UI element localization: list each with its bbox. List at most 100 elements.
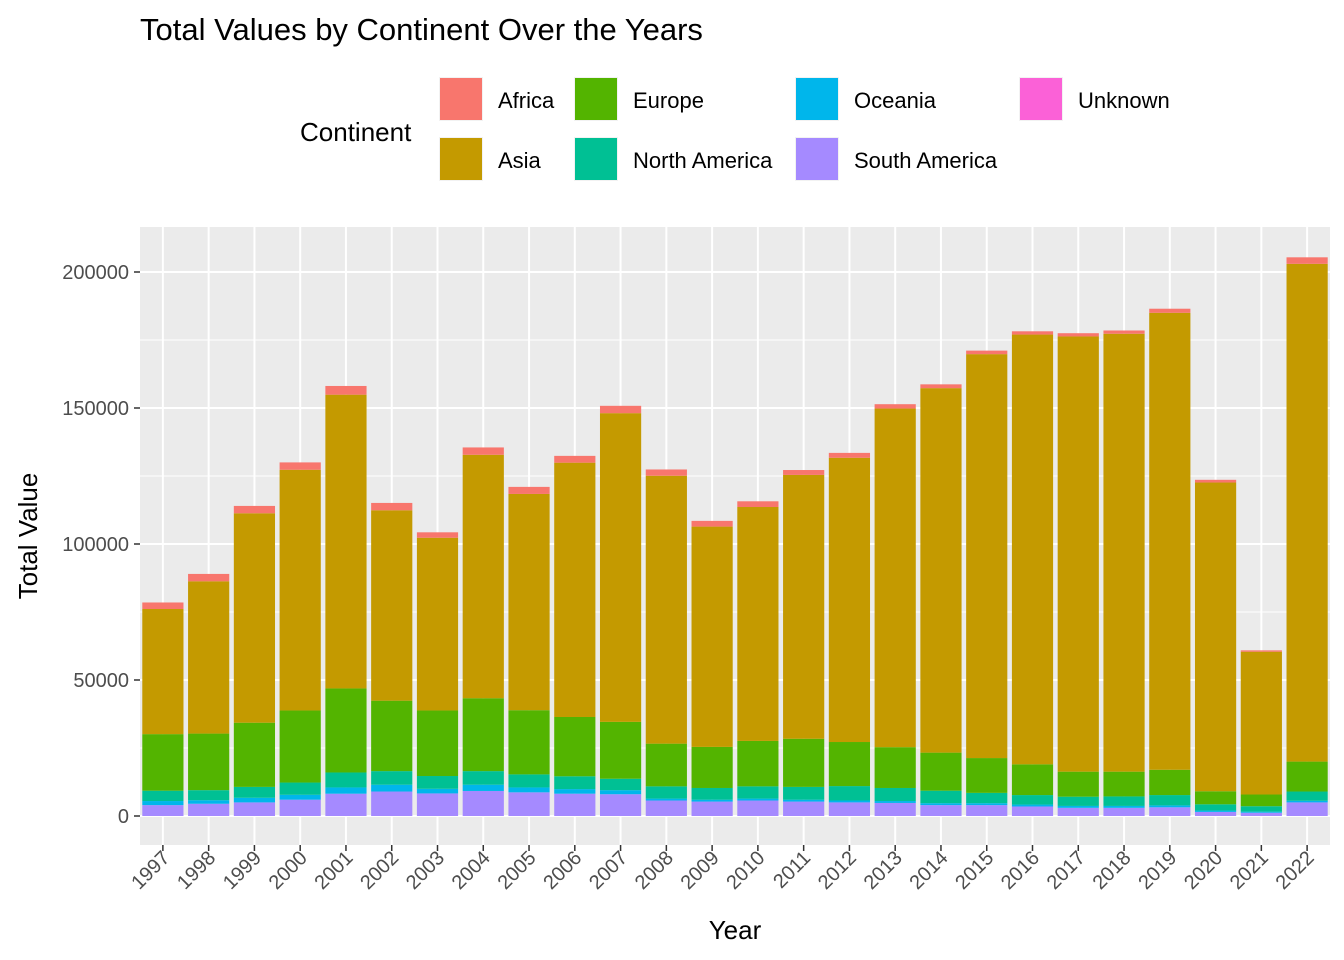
bar-oceania-2015 — [966, 803, 1008, 806]
bar-south-america-1997 — [142, 805, 184, 816]
bar-oceania-2000 — [279, 794, 321, 800]
bar-africa-2018 — [1103, 330, 1145, 334]
bar-oceania-2001 — [325, 787, 367, 794]
legend-label: North America — [633, 148, 773, 173]
bar-south-america-2000 — [279, 799, 321, 816]
bar-oceania-2017 — [1057, 805, 1099, 808]
bar-north-america-1999 — [233, 786, 276, 798]
bar-south-america-2014 — [920, 805, 962, 816]
x-tick-label: 1997 — [127, 847, 174, 894]
x-tick-label: 2019 — [1134, 847, 1181, 894]
bar-asia-2004 — [462, 454, 504, 699]
bar-oceania-2013 — [874, 801, 916, 803]
x-tick-label: 2013 — [860, 847, 907, 894]
bar-south-america-1999 — [233, 802, 276, 816]
bar-europe-2005 — [508, 710, 550, 775]
bar-south-america-1998 — [188, 803, 230, 816]
bar-north-america-2009 — [691, 787, 733, 800]
bar-oceania-1999 — [233, 797, 276, 803]
y-tick-label: 100000 — [62, 534, 129, 556]
bar-asia-2012 — [828, 457, 871, 743]
legend-swatch-south-america — [796, 138, 838, 180]
bar-asia-2007 — [599, 413, 642, 722]
bar-north-america-2008 — [645, 786, 687, 799]
x-tick-label: 2011 — [769, 847, 815, 893]
bar-europe-2016 — [1011, 764, 1054, 796]
y-tick-label: 50000 — [73, 670, 129, 692]
bar-asia-1999 — [233, 513, 276, 723]
bar-oceania-2019 — [1149, 805, 1191, 808]
bar-europe-2012 — [828, 742, 871, 787]
bar-south-america-2018 — [1103, 807, 1145, 816]
bar-europe-1999 — [233, 722, 276, 787]
bar-asia-2017 — [1057, 336, 1099, 772]
x-tick-label: 2012 — [814, 847, 861, 894]
bar-south-america-2011 — [783, 801, 825, 816]
bar-africa-2002 — [371, 502, 413, 511]
bar-europe-2019 — [1149, 769, 1191, 796]
bar-oceania-1998 — [188, 800, 230, 804]
x-tick-label: 2007 — [585, 847, 632, 894]
bar-africa-1999 — [233, 505, 276, 514]
bar-north-america-2022 — [1286, 791, 1328, 801]
bar-asia-2009 — [691, 526, 733, 747]
x-tick-label: 2010 — [722, 847, 769, 894]
legend-label: South America — [854, 148, 998, 173]
bar-oceania-2016 — [1011, 804, 1054, 807]
bar-south-america-2012 — [828, 802, 871, 816]
x-tick-label: 2018 — [1089, 847, 1136, 894]
x-tick-label: 2005 — [494, 847, 541, 894]
bar-africa-2021 — [1240, 650, 1282, 652]
bar-north-america-2015 — [966, 792, 1008, 804]
bar-south-america-2008 — [645, 800, 687, 816]
bar-oceania-2021 — [1240, 811, 1282, 813]
x-tick-label: 2022 — [1272, 847, 1319, 894]
bar-europe-2018 — [1103, 771, 1145, 797]
legend-swatch-europe — [575, 78, 617, 120]
legend: Continent Africa Asia Europe North America O… — [300, 77, 1170, 181]
bar-africa-2007 — [599, 405, 642, 414]
bar-europe-2013 — [874, 747, 916, 788]
legend-label: Europe — [633, 88, 704, 113]
legend-label: Unknown — [1078, 88, 1170, 113]
bar-south-america-2005 — [508, 792, 550, 816]
bar-oceania-2014 — [920, 803, 962, 806]
x-tick-label: 2017 — [1043, 847, 1090, 894]
bar-africa-2005 — [508, 486, 550, 494]
bar-europe-2001 — [325, 688, 367, 773]
legend-swatch-africa — [440, 78, 482, 120]
bar-oceania-2010 — [737, 798, 779, 801]
bar-africa-2019 — [1149, 308, 1191, 313]
x-tick-label: 1999 — [219, 847, 266, 894]
bar-oceania-2005 — [508, 787, 550, 793]
bar-africa-2022 — [1286, 257, 1328, 264]
bar-south-america-2013 — [874, 802, 916, 816]
bar-europe-2010 — [737, 740, 779, 787]
bar-europe-2002 — [371, 700, 413, 772]
bar-africa-2012 — [828, 452, 871, 458]
bar-oceania-2006 — [554, 789, 596, 794]
bar-asia-2013 — [874, 408, 916, 748]
bar-north-america-2006 — [554, 776, 596, 790]
bar-north-america-2020 — [1194, 804, 1237, 811]
bar-africa-2015 — [966, 350, 1008, 355]
bar-europe-2015 — [966, 758, 1008, 793]
bar-oceania-2018 — [1103, 805, 1145, 808]
legend-label: Asia — [498, 148, 542, 173]
bar-asia-2011 — [783, 474, 825, 739]
x-tick-label: 2014 — [905, 847, 952, 894]
bar-europe-2021 — [1240, 794, 1282, 807]
bar-africa-2000 — [279, 462, 321, 470]
bar-asia-1998 — [188, 581, 230, 734]
bar-africa-1997 — [142, 602, 184, 610]
bar-asia-2008 — [645, 475, 687, 744]
bar-europe-2004 — [462, 698, 504, 772]
x-tick-label: 2004 — [448, 847, 495, 894]
bar-asia-2020 — [1194, 482, 1237, 792]
bar-north-america-2018 — [1103, 796, 1145, 806]
bar-north-america-2004 — [462, 771, 504, 785]
bar-africa-2020 — [1194, 479, 1237, 483]
bar-europe-2011 — [783, 738, 825, 787]
bar-europe-2014 — [920, 752, 962, 791]
bar-europe-2017 — [1057, 771, 1099, 797]
